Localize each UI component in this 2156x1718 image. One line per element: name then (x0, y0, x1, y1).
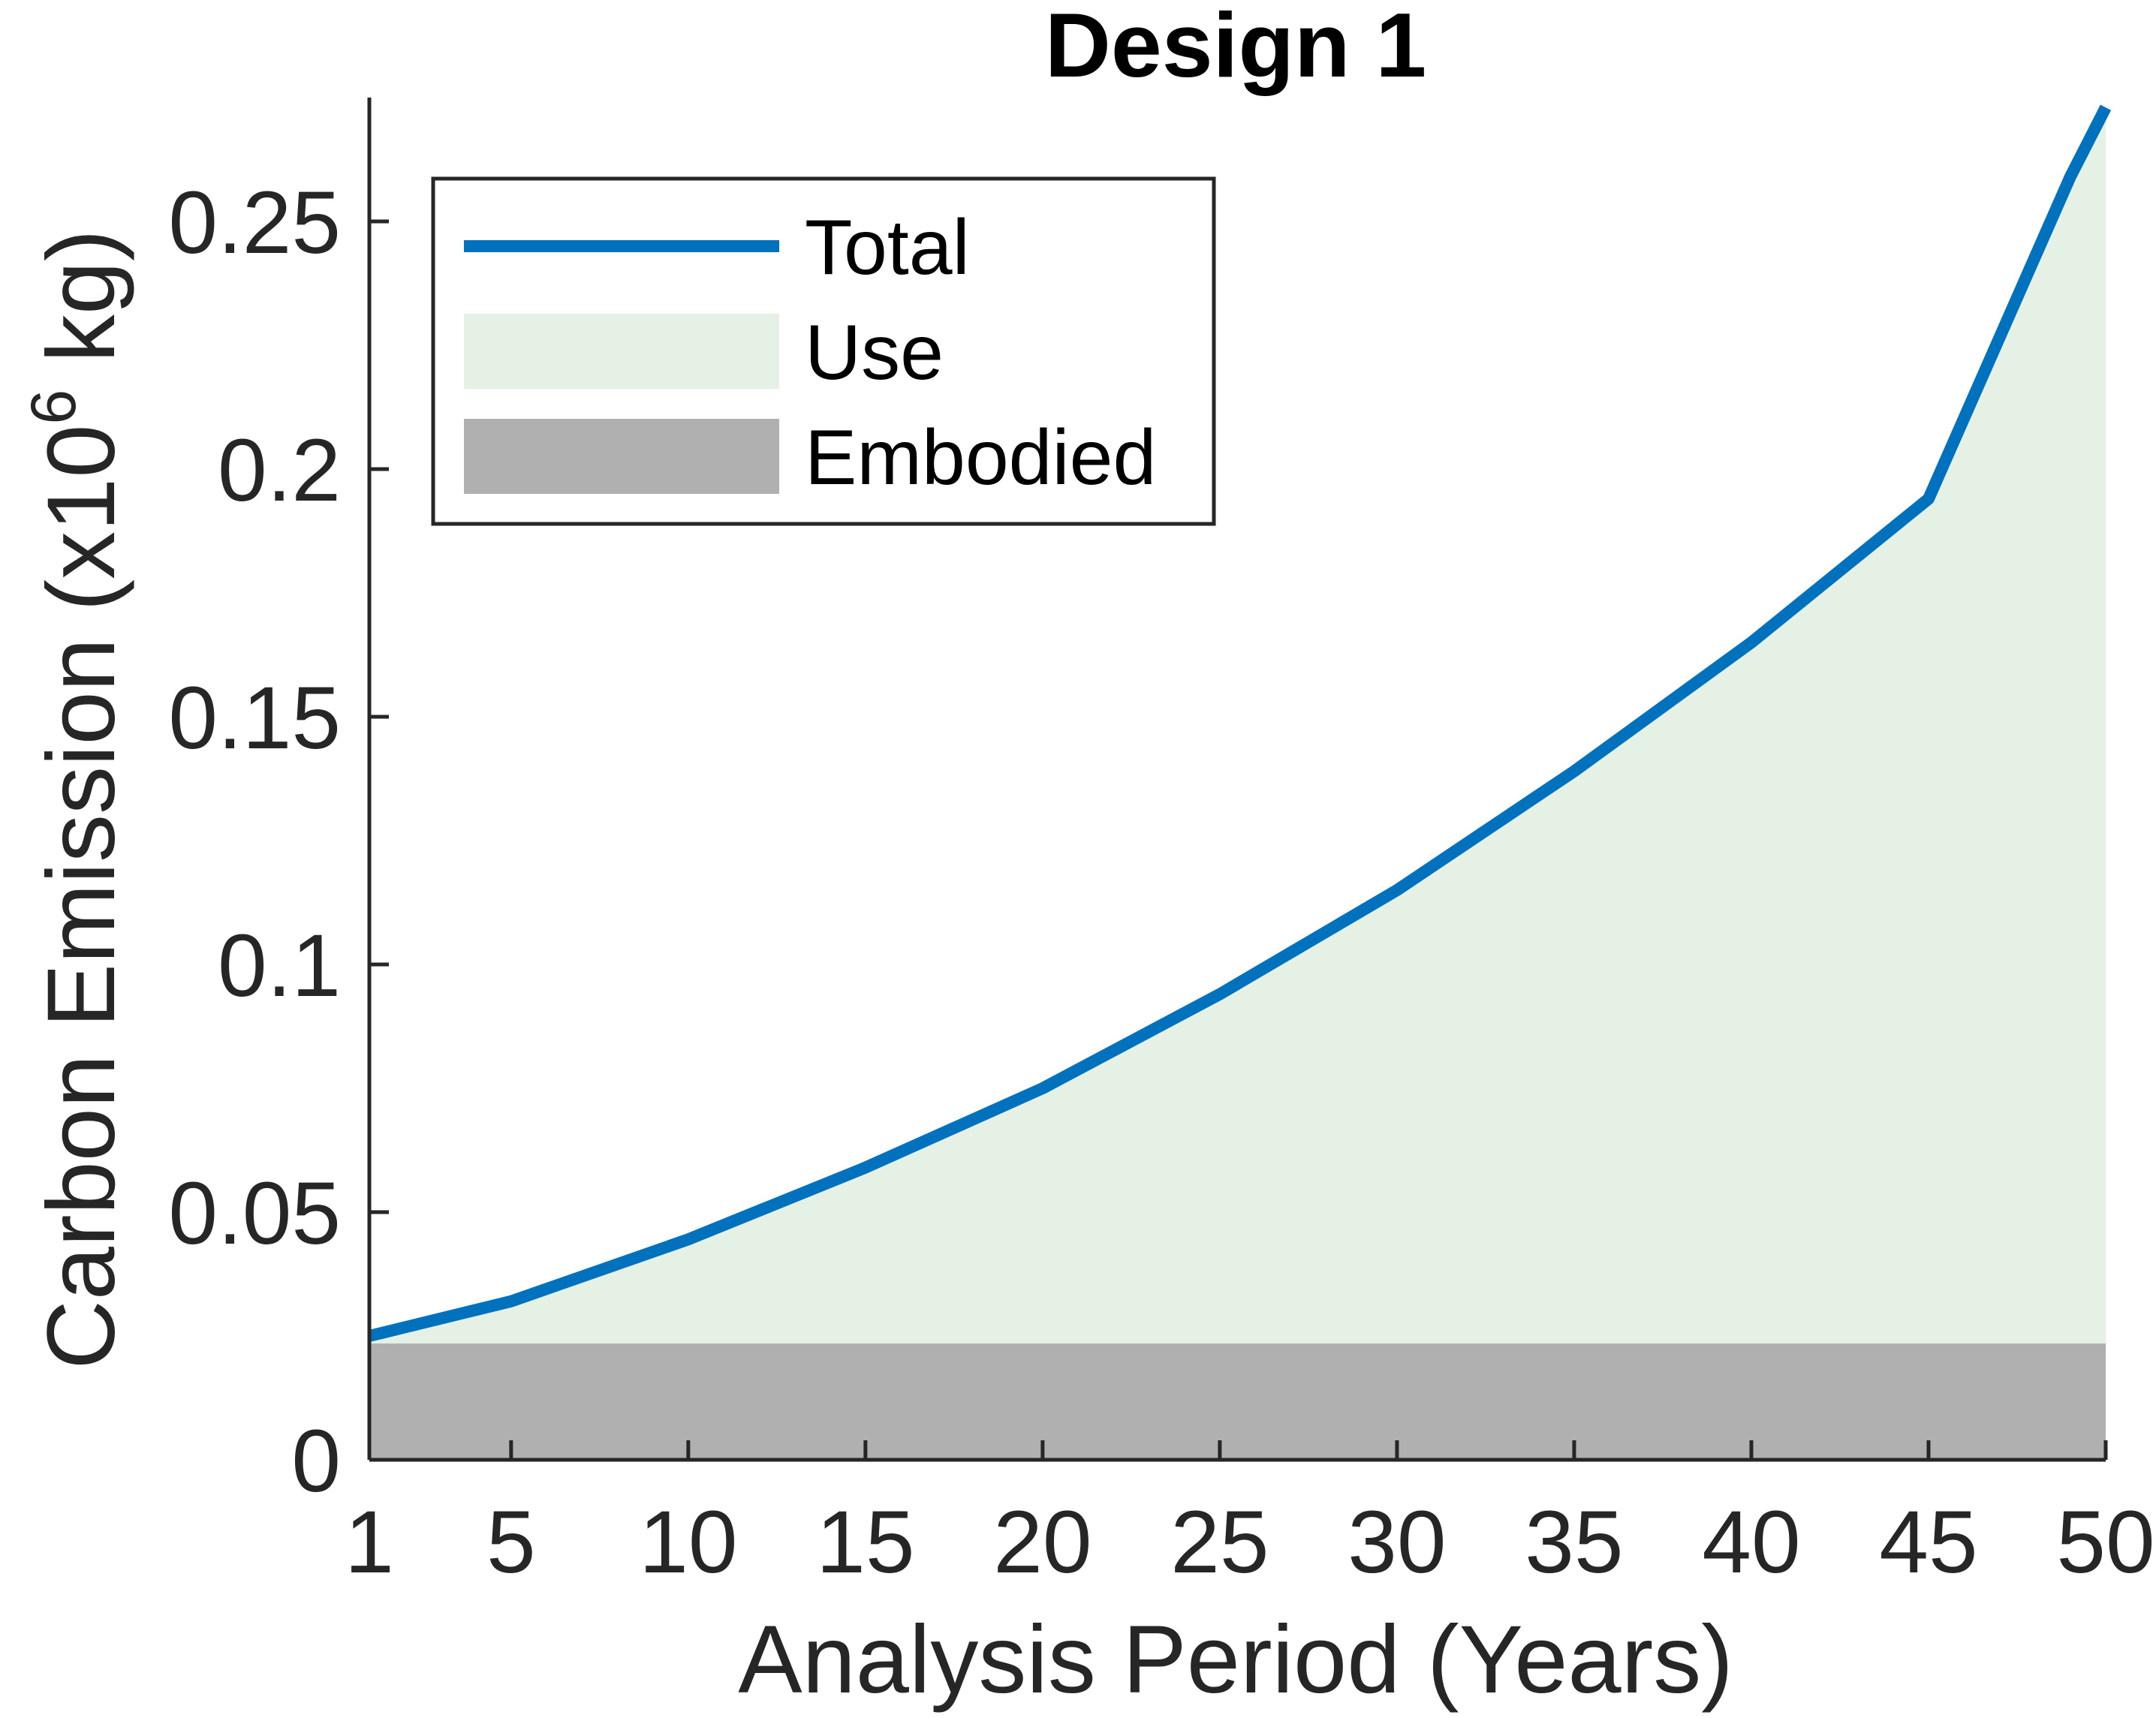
x-tick-label: 45 (1879, 1493, 1977, 1592)
y-tick-label: 0.1 (218, 916, 341, 1015)
x-tick-label: 50 (2056, 1493, 2154, 1592)
x-tick-label: 10 (639, 1493, 737, 1592)
plot-lines (368, 104, 2112, 1342)
x-tick-label: 15 (816, 1493, 914, 1592)
x-axis-label: Analysis Period (Years) (738, 1606, 1733, 1713)
plot-areas (369, 107, 2106, 1460)
legend-label-total: Total (805, 204, 970, 291)
legend-label-use: Use (805, 309, 944, 396)
line-total (368, 104, 2112, 1342)
legend-items: Total Use Embodied (464, 204, 1156, 501)
tick-marks (367, 219, 2108, 1462)
legend-swatch-embodied (464, 419, 779, 494)
legend: Total Use Embodied (431, 176, 1216, 526)
y-tick-label: 0.15 (168, 669, 341, 768)
x-tick-label: 30 (1348, 1493, 1446, 1592)
legend-label-embodied: Embodied (805, 414, 1156, 501)
y-axis-label-exponent: 6 (18, 390, 89, 425)
x-tick-label: 40 (1702, 1493, 1800, 1592)
chart-title: Design 1 (1045, 0, 1427, 96)
y-axis-label: Carbon Emission (x106 kg) (18, 229, 135, 1369)
tick-labels: 1 5 10 15 20 25 30 35 40 45 50 0 0.05 0.1 0.15 0.2 0.25 (168, 173, 2154, 1592)
x-tick-label: 35 (1525, 1493, 1623, 1592)
area-embodied (369, 1343, 2106, 1460)
y-tick-label: 0.25 (168, 173, 341, 272)
axes (367, 98, 2106, 1462)
y-axis-label-main: Carbon Emission (x10 (28, 424, 135, 1369)
x-tick-label: 1 (345, 1493, 394, 1592)
y-tick-label: 0.05 (168, 1164, 341, 1263)
y-axis-label-unit: kg) (28, 229, 135, 389)
x-tick-label: 20 (993, 1493, 1092, 1592)
legend-swatch-use (464, 314, 779, 389)
x-tick-label: 25 (1170, 1493, 1269, 1592)
y-tick-label: 0.2 (218, 421, 341, 520)
x-tick-label: 5 (486, 1493, 536, 1592)
area-use (369, 107, 2106, 1343)
y-tick-label: 0 (291, 1412, 341, 1511)
